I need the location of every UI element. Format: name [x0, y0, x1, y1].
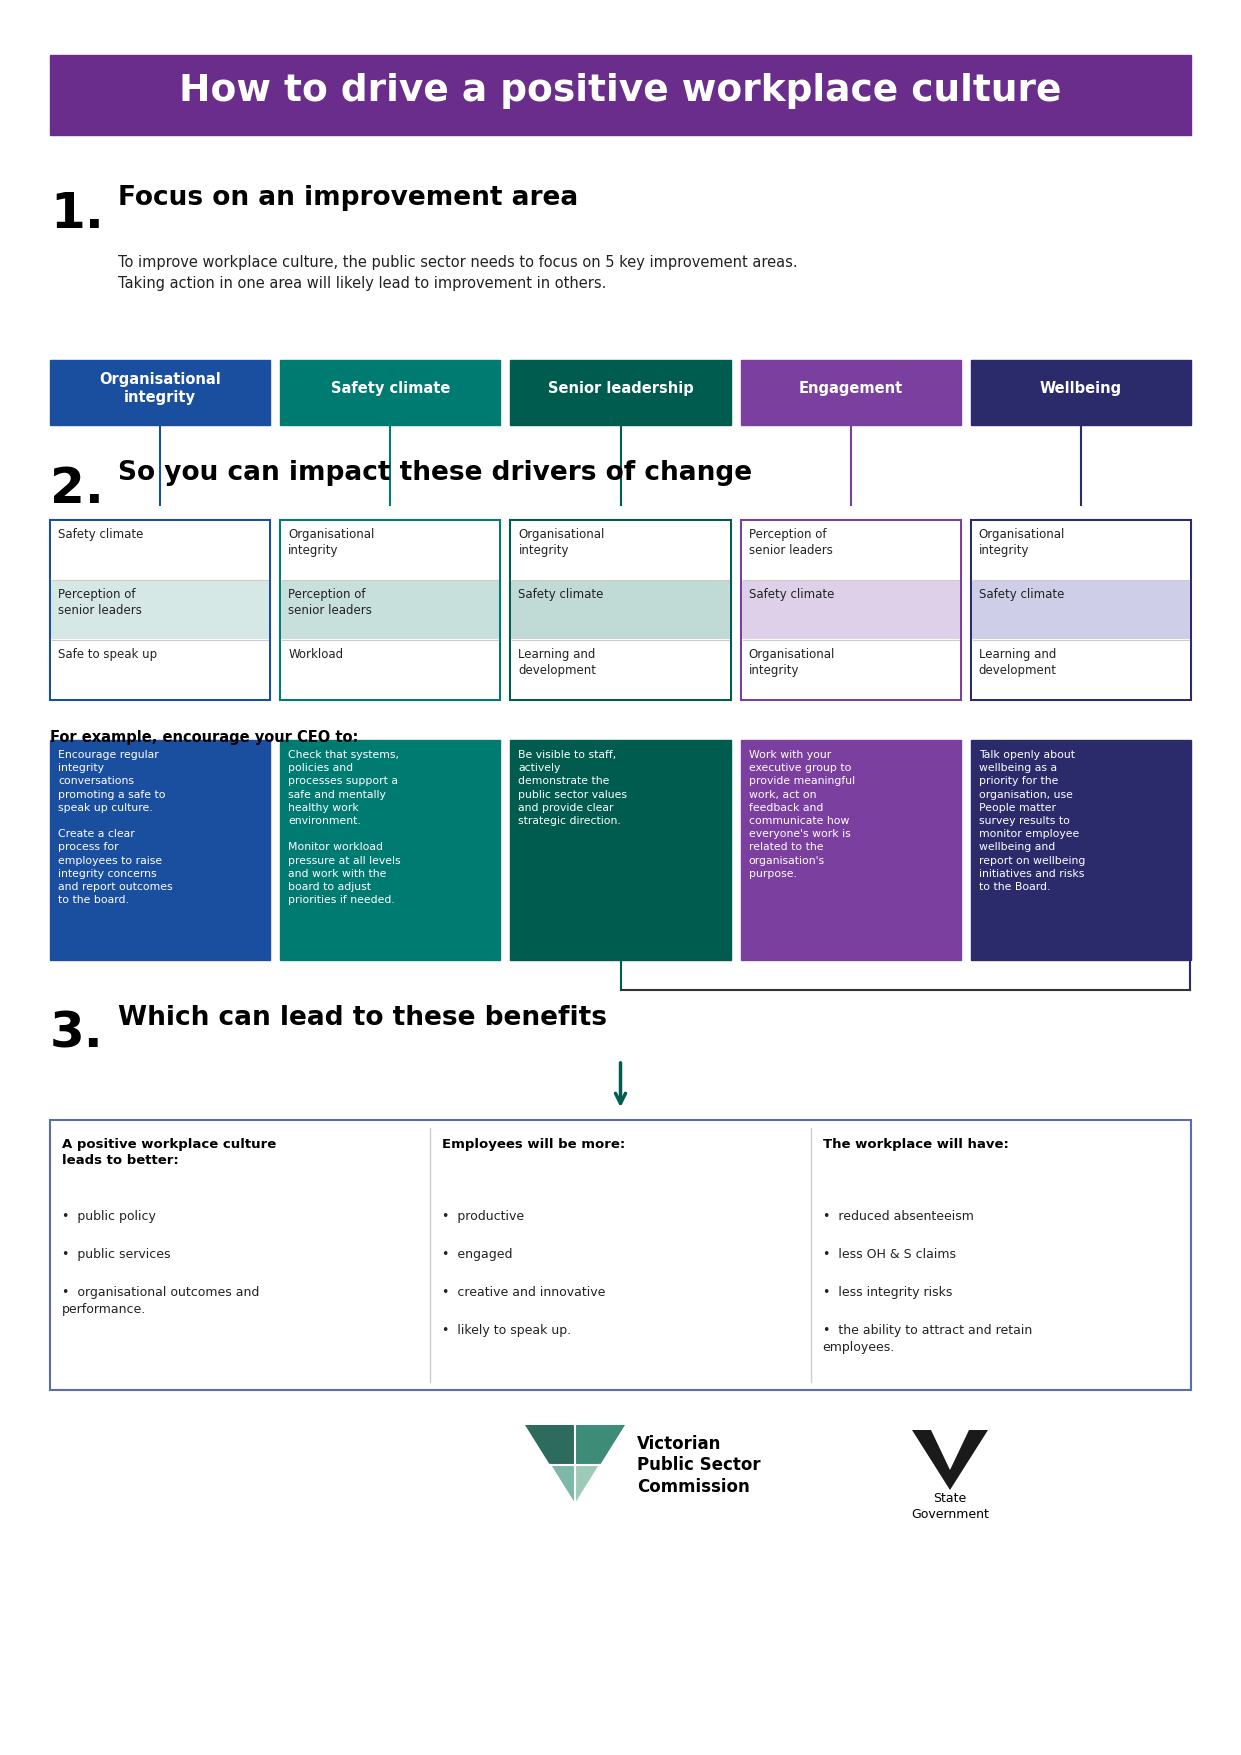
- Text: Be visible to staff,
actively
demonstrate the
public sector values
and provide c: Be visible to staff, actively demonstrat…: [519, 749, 628, 827]
- Bar: [741, 741, 961, 960]
- Text: •  organisational outcomes and
performance.: • organisational outcomes and performanc…: [62, 1286, 259, 1316]
- Text: Safety climate: Safety climate: [519, 588, 604, 600]
- Text: Check that systems,
policies and
processes support a
safe and mentally
healthy w: Check that systems, policies and process…: [288, 749, 401, 906]
- Bar: [280, 360, 500, 425]
- Text: So you can impact these drivers of change: So you can impact these drivers of chang…: [118, 460, 752, 486]
- Text: Learning and
development: Learning and development: [979, 648, 1057, 676]
- Text: A positive workplace culture
leads to better:: A positive workplace culture leads to be…: [62, 1137, 277, 1167]
- Text: Senior leadership: Senior leadership: [547, 381, 694, 397]
- Text: 1.: 1.: [50, 190, 104, 239]
- Text: Perception of
senior leaders: Perception of senior leaders: [58, 588, 141, 616]
- Text: Organisational
integrity: Organisational integrity: [979, 528, 1065, 556]
- Text: Organisational
integrity: Organisational integrity: [99, 372, 221, 405]
- Text: •  creative and innovative: • creative and innovative: [442, 1286, 606, 1299]
- Bar: [970, 741, 1191, 960]
- Text: State
Government: State Government: [911, 1492, 989, 1520]
- Bar: [741, 360, 961, 425]
- Bar: [50, 741, 271, 960]
- Bar: [742, 521, 959, 579]
- Bar: [742, 641, 959, 698]
- Text: Organisational
integrity: Organisational integrity: [288, 528, 375, 556]
- Bar: [511, 581, 730, 639]
- Text: •  reduced absenteeism: • reduced absenteeism: [823, 1209, 973, 1223]
- Text: Safety climate: Safety climate: [979, 588, 1065, 600]
- Bar: [972, 641, 1190, 698]
- Bar: [510, 741, 731, 960]
- Text: •  less integrity risks: • less integrity risks: [823, 1286, 952, 1299]
- Text: Safe to speak up: Safe to speak up: [58, 648, 158, 662]
- Polygon shape: [575, 1465, 599, 1506]
- Text: •  less OH & S claims: • less OH & S claims: [823, 1248, 956, 1262]
- Bar: [282, 581, 499, 639]
- Bar: [972, 521, 1190, 579]
- Text: Perception of
senior leaders: Perception of senior leaders: [748, 528, 833, 556]
- Bar: [970, 519, 1191, 700]
- Text: Perception of
senior leaders: Perception of senior leaders: [288, 588, 372, 616]
- Bar: [282, 521, 499, 579]
- Text: •  public policy: • public policy: [62, 1209, 156, 1223]
- Text: •  productive: • productive: [442, 1209, 525, 1223]
- Text: Work with your
executive group to
provide meaningful
work, act on
feedback and
c: Work with your executive group to provid…: [748, 749, 855, 879]
- Text: How to drive a positive workplace culture: How to drive a positive workplace cultur…: [179, 74, 1062, 109]
- Bar: [50, 519, 271, 700]
- Text: •  likely to speak up.: • likely to speak up.: [442, 1323, 571, 1337]
- Bar: [51, 521, 269, 579]
- Text: Workload: Workload: [288, 648, 344, 662]
- Text: •  public services: • public services: [62, 1248, 170, 1262]
- Polygon shape: [575, 1425, 625, 1506]
- Bar: [280, 519, 500, 700]
- Text: Organisational
integrity: Organisational integrity: [519, 528, 604, 556]
- Bar: [51, 581, 269, 639]
- Bar: [510, 519, 731, 700]
- Bar: [51, 641, 269, 698]
- Text: For example, encourage your CEO to:: For example, encourage your CEO to:: [50, 730, 359, 746]
- Bar: [510, 360, 731, 425]
- Text: To improve workplace culture, the public sector needs to focus on 5 key improvem: To improve workplace culture, the public…: [118, 254, 798, 291]
- Bar: [282, 641, 499, 698]
- Text: 3.: 3.: [50, 1009, 104, 1058]
- Text: Focus on an improvement area: Focus on an improvement area: [118, 184, 578, 211]
- Text: Which can lead to these benefits: Which can lead to these benefits: [118, 1006, 607, 1030]
- Bar: [970, 360, 1191, 425]
- Text: Organisational
integrity: Organisational integrity: [748, 648, 835, 676]
- Polygon shape: [912, 1430, 988, 1490]
- Text: Safety climate: Safety climate: [330, 381, 450, 397]
- Bar: [511, 641, 730, 698]
- Bar: [742, 581, 959, 639]
- Polygon shape: [931, 1430, 969, 1471]
- Text: Safety climate: Safety climate: [748, 588, 834, 600]
- Polygon shape: [525, 1425, 575, 1506]
- Polygon shape: [550, 1465, 575, 1506]
- Text: Learning and
development: Learning and development: [519, 648, 597, 676]
- Text: 2.: 2.: [50, 465, 104, 512]
- Bar: [50, 54, 1191, 135]
- Text: •  the ability to attract and retain
employees.: • the ability to attract and retain empl…: [823, 1323, 1033, 1355]
- Text: The workplace will have:: The workplace will have:: [823, 1137, 1009, 1151]
- Text: Engagement: Engagement: [798, 381, 902, 397]
- Text: Employees will be more:: Employees will be more:: [442, 1137, 625, 1151]
- Text: Talk openly about
wellbeing as a
priority for the
organisation, use
People matte: Talk openly about wellbeing as a priorit…: [979, 749, 1085, 892]
- Text: •  engaged: • engaged: [442, 1248, 513, 1262]
- Text: Safety climate: Safety climate: [58, 528, 144, 541]
- Bar: [50, 1120, 1191, 1390]
- Text: Wellbeing: Wellbeing: [1040, 381, 1122, 397]
- Bar: [972, 581, 1190, 639]
- Text: ICTORIA: ICTORIA: [915, 1413, 983, 1429]
- Bar: [50, 360, 271, 425]
- Bar: [280, 741, 500, 960]
- Bar: [511, 521, 730, 579]
- Text: Victorian
Public Sector
Commission: Victorian Public Sector Commission: [637, 1436, 761, 1495]
- Text: Encourage regular
integrity
conversations
promoting a safe to
speak up culture.
: Encourage regular integrity conversation…: [58, 749, 172, 906]
- Bar: [741, 519, 961, 700]
